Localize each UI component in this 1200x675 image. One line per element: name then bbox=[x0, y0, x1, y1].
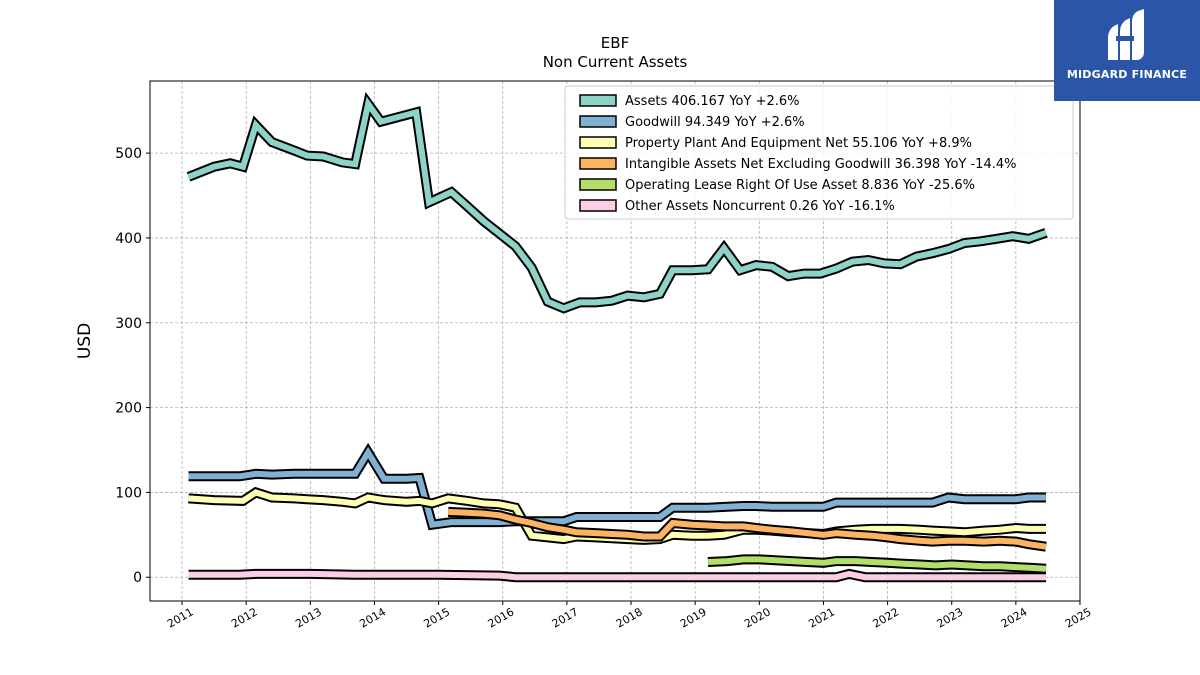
chart-title: EBF bbox=[601, 34, 629, 52]
x-tick-label: 2018 bbox=[614, 605, 645, 630]
legend-swatch bbox=[579, 178, 617, 191]
x-tick-label: 2011 bbox=[165, 605, 196, 630]
x-tick-label: 2020 bbox=[742, 605, 773, 630]
chart-series-group bbox=[186, 91, 1048, 583]
x-tick-label: 2014 bbox=[357, 605, 388, 630]
midgard-logo-icon bbox=[1108, 9, 1144, 60]
brand-name: MIDGARD FINANCE bbox=[1066, 68, 1188, 81]
x-tick-label: 2017 bbox=[550, 605, 581, 630]
x-tick-label: 2021 bbox=[806, 605, 837, 630]
series-5 bbox=[188, 568, 1046, 583]
y-tick-label: 100 bbox=[115, 485, 142, 501]
legend-label: Intangible Assets Net Excluding Goodwill… bbox=[625, 157, 1016, 172]
y-tick-label: 400 bbox=[115, 231, 142, 247]
series-line bbox=[188, 570, 1046, 581]
series-1 bbox=[188, 442, 1046, 531]
y-tick-label: 200 bbox=[115, 401, 142, 417]
y-tick-label: 300 bbox=[115, 316, 142, 332]
legend-label: Other Assets Noncurrent 0.26 YoY -16.1% bbox=[625, 199, 895, 214]
x-tick-label: 2016 bbox=[486, 605, 517, 630]
series-line bbox=[187, 96, 1047, 312]
x-tick-label: 2023 bbox=[935, 605, 966, 630]
legend-label: Goodwill 94.349 YoY +2.6% bbox=[625, 115, 805, 130]
chart-legend: Assets 406.167 YoY +2.6% Goodwill 94.349 … bbox=[564, 85, 1074, 220]
series-line bbox=[188, 446, 1046, 529]
x-tick-label: 2019 bbox=[678, 605, 709, 630]
legend-swatch bbox=[579, 136, 617, 149]
series-line bbox=[448, 508, 1047, 550]
x-tick-label: 2024 bbox=[999, 605, 1030, 630]
y-axis-label: USD bbox=[75, 323, 95, 359]
legend-box bbox=[564, 85, 1074, 220]
series-line-outline bbox=[188, 442, 1046, 531]
x-tick-label: 2012 bbox=[229, 605, 260, 630]
series-3 bbox=[447, 506, 1047, 552]
legend-swatch bbox=[579, 157, 617, 170]
y-tick-label: 0 bbox=[133, 570, 142, 586]
chart-subtitle: Non Current Assets bbox=[543, 53, 688, 71]
x-tick-label: 2013 bbox=[293, 605, 324, 630]
x-tick-label: 2022 bbox=[870, 605, 901, 630]
series-line bbox=[707, 556, 1047, 572]
series-0 bbox=[186, 91, 1048, 314]
x-tick-label: 2025 bbox=[1063, 605, 1094, 630]
legend-swatch bbox=[579, 199, 617, 212]
legend-label: Operating Lease Right Of Use Asset 8.836… bbox=[625, 178, 975, 193]
legend-label: Property Plant And Equipment Net 55.106 … bbox=[625, 136, 972, 151]
brand-logo: MIDGARD FINANCE bbox=[1054, 0, 1200, 101]
y-axis: 0 100 200 300 400 500 bbox=[115, 146, 150, 586]
x-tick-label: 2015 bbox=[421, 605, 452, 630]
x-axis: 2011 2012 2013 2014 2015 2016 2017 2018 2019 2020… bbox=[165, 601, 1094, 631]
y-tick-label: 500 bbox=[115, 146, 142, 162]
legend-label: Assets 406.167 YoY +2.6% bbox=[625, 94, 800, 109]
legend-swatch bbox=[579, 94, 617, 107]
legend-swatch bbox=[579, 115, 617, 128]
plot-frame bbox=[149, 80, 1081, 602]
series-4 bbox=[707, 554, 1047, 574]
